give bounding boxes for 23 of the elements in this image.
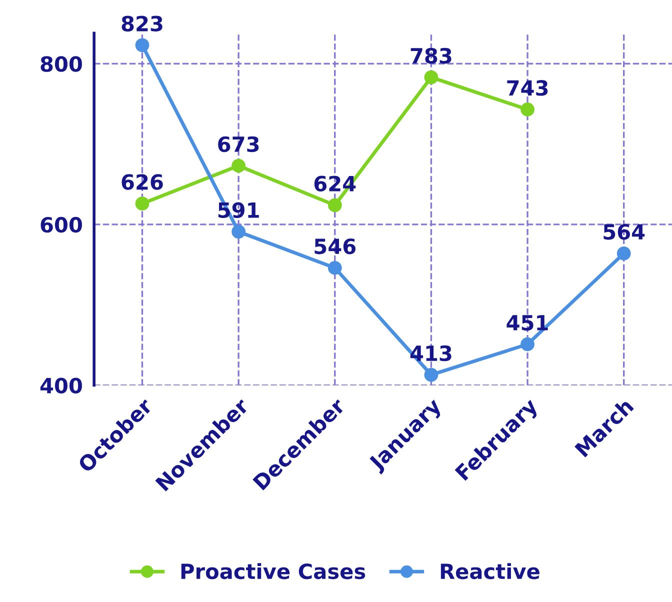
point bbox=[328, 198, 342, 212]
point bbox=[520, 337, 534, 352]
point bbox=[232, 224, 246, 239]
y-tick-label: 600 bbox=[40, 216, 82, 233]
point bbox=[424, 70, 438, 84]
point bbox=[232, 158, 246, 173]
data-label: 743 bbox=[507, 80, 548, 96]
data-label: 823 bbox=[122, 16, 162, 32]
point bbox=[424, 368, 438, 382]
legend-label: Reactive bbox=[440, 563, 540, 580]
data-label: 626 bbox=[122, 174, 163, 190]
y-tick-label: 800 bbox=[40, 56, 82, 72]
point bbox=[135, 38, 150, 52]
point bbox=[520, 102, 534, 116]
point bbox=[616, 246, 631, 260]
data-label: 564 bbox=[604, 224, 645, 240]
point bbox=[328, 260, 342, 275]
data-label: 546 bbox=[314, 238, 356, 254]
data-label: 673 bbox=[218, 136, 259, 152]
legend-label: Proactive Cases bbox=[181, 563, 366, 580]
point bbox=[135, 196, 150, 211]
data-label: 783 bbox=[410, 48, 452, 64]
y-tick-label: 400 bbox=[40, 378, 82, 394]
